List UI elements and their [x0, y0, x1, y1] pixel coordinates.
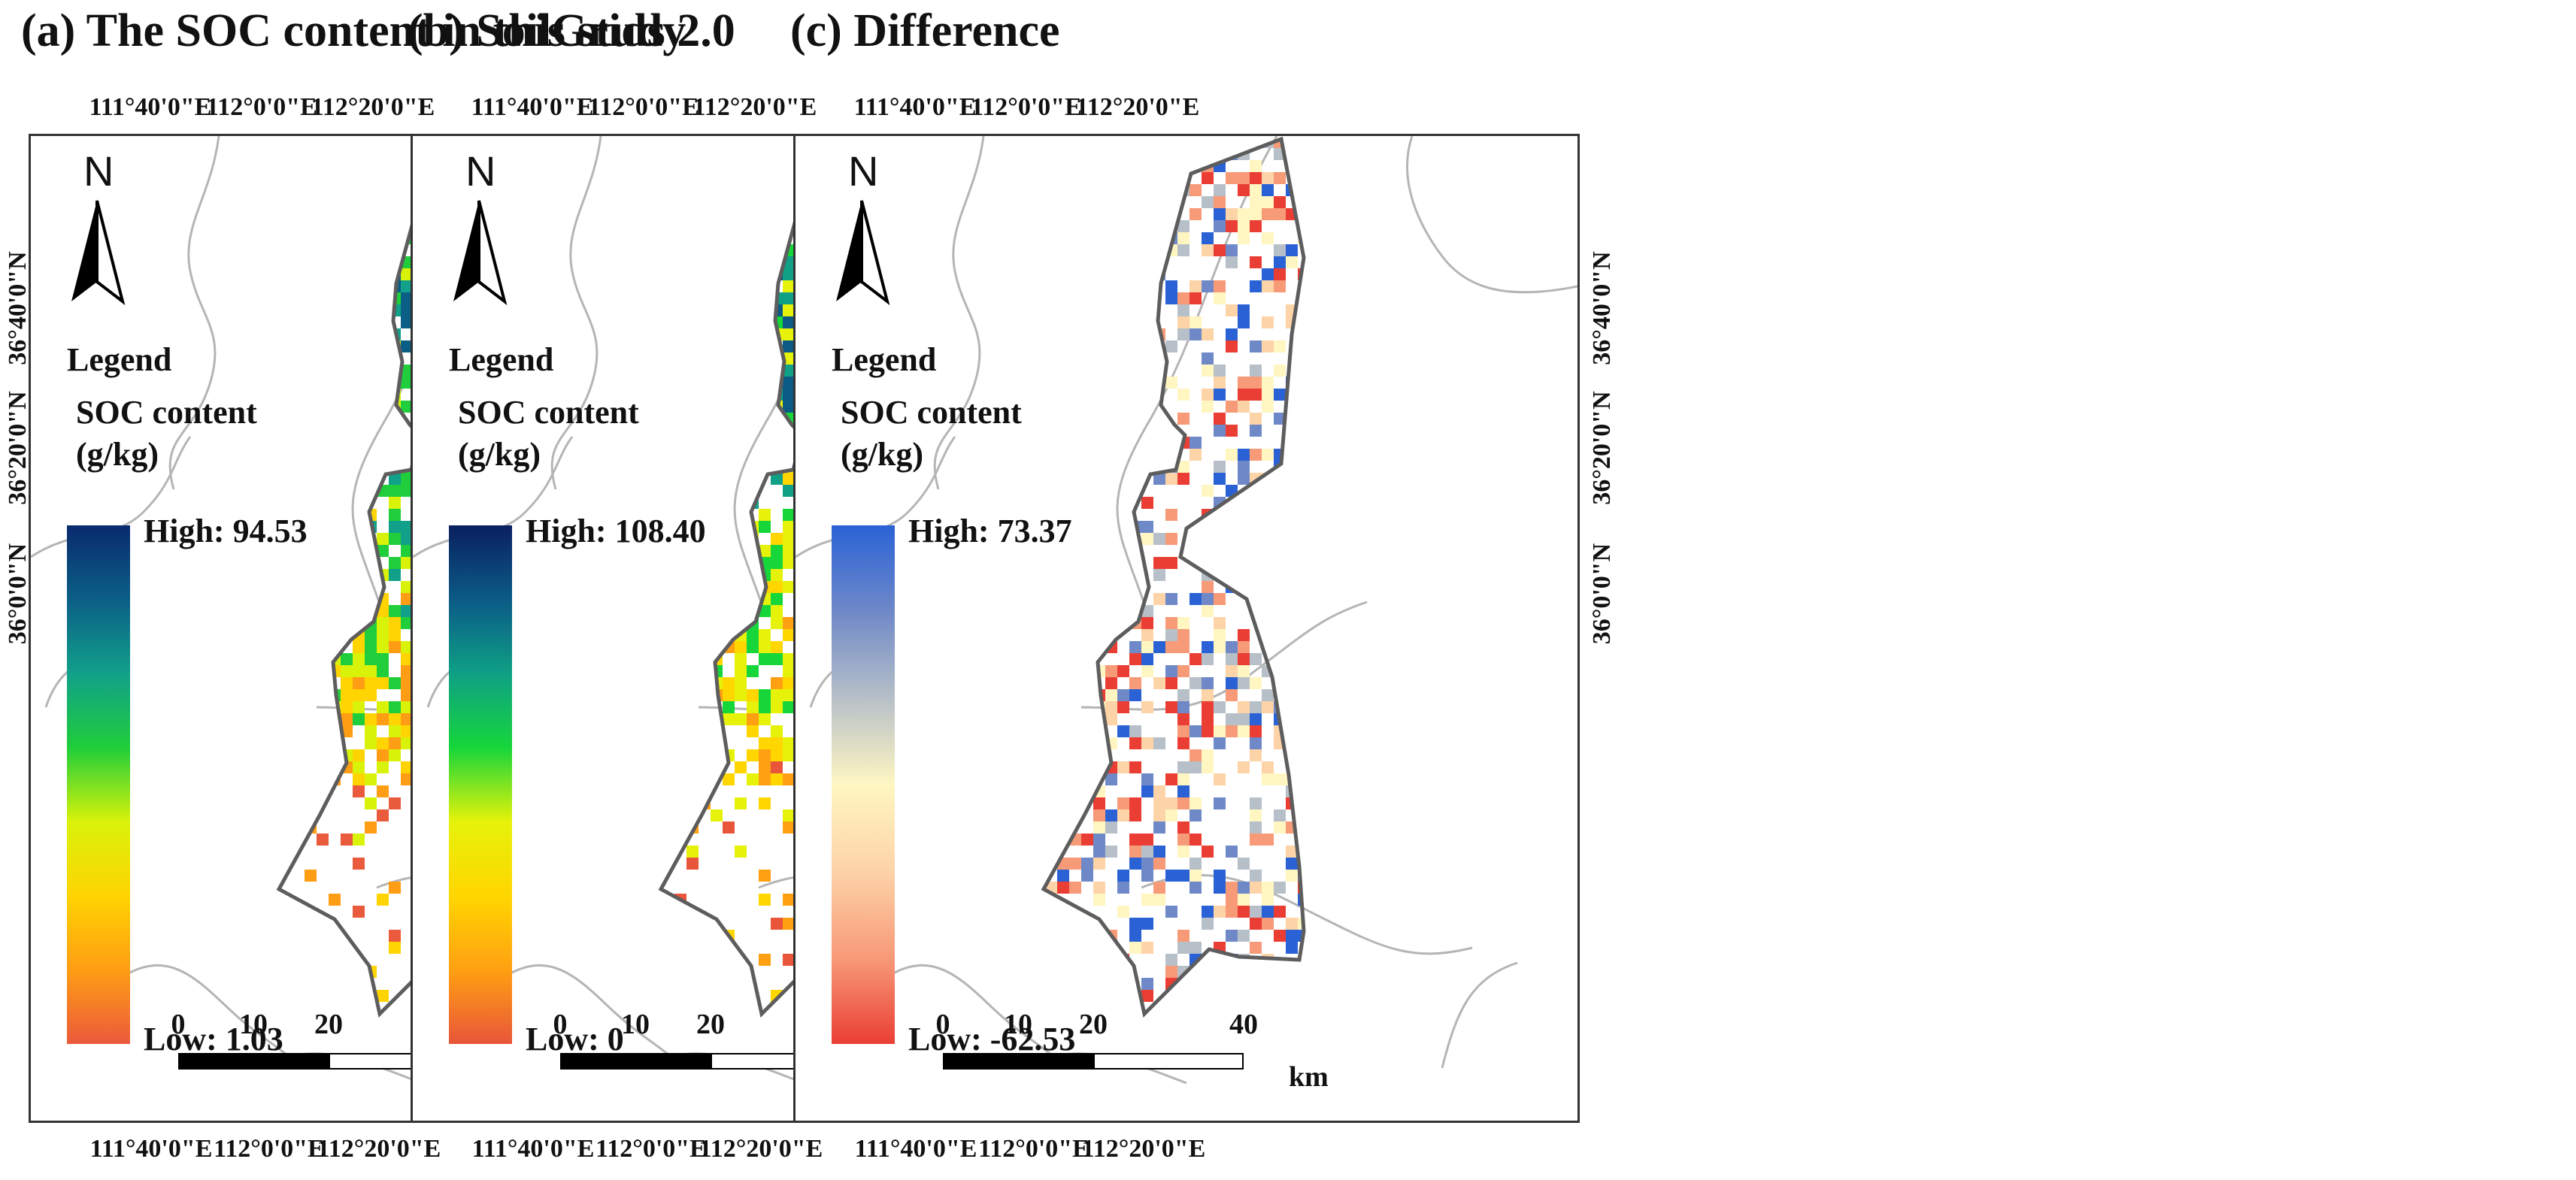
scale-bar: 0 10 20 40 km	[936, 1008, 1334, 1093]
longitude-label-bottom: 112°20'0"E	[317, 1135, 441, 1163]
scale-tick-label: 20	[314, 1009, 343, 1040]
panel-title: (a) The SOC content in this study	[21, 5, 686, 56]
scale-segment-black	[943, 1053, 1093, 1070]
legend-title: Legend	[67, 341, 172, 378]
legend-variable: SOC content	[458, 394, 639, 431]
longitude-label-bottom: 112°0'0"E	[978, 1135, 1089, 1163]
legend-unit: (g/kg)	[458, 436, 541, 473]
scale-tick-label: 20	[696, 1009, 725, 1040]
legend-unit: (g/kg)	[841, 436, 923, 473]
scale-tick-label: 0	[935, 1009, 950, 1040]
legend-title: Legend	[832, 341, 937, 378]
scale-segment-black	[178, 1053, 329, 1070]
longitude-label-top: 112°20'0"E	[1075, 93, 1200, 121]
legend-low-label: Low: 0	[526, 1021, 624, 1057]
legend-title: Legend	[449, 341, 554, 378]
legend-high-label: High: 94.53	[144, 513, 308, 549]
legend-subtitle: SOC content (g/kg)	[76, 392, 257, 476]
raster-layer	[1044, 139, 1304, 1014]
north-arrow-icon	[836, 200, 890, 306]
color-ramp	[449, 525, 512, 1044]
legend-variable: SOC content	[76, 394, 257, 431]
north-label: N	[848, 147, 879, 195]
scale-tick-label: 40	[1229, 1009, 1258, 1040]
latitude-label-right: 36°40'0"N	[1588, 251, 1616, 365]
longitude-label-top: 112°20'0"E	[311, 93, 435, 121]
panel-title: (b) SoilGrids 2.0	[408, 5, 735, 56]
map-frame: N Legend SOC content (g/kg) High: 73.37 Low: …	[793, 134, 1580, 1123]
longitude-label-top: 112°20'0"E	[692, 93, 817, 121]
longitude-label-bottom: 112°0'0"E	[214, 1135, 325, 1163]
longitude-label-bottom: 111°40'0"E	[471, 1135, 595, 1163]
longitude-label-top: 112°0'0"E	[971, 93, 1082, 121]
scale-segment-white	[1093, 1053, 1244, 1070]
scale-tick-label: 0	[553, 1009, 568, 1040]
longitude-label-top: 111°40'0"E	[471, 93, 594, 121]
legend-subtitle: SOC content (g/kg)	[841, 392, 1022, 476]
north-label: N	[465, 147, 496, 195]
panel-title: (c) Difference	[790, 5, 1060, 56]
longitude-label-top: 112°0'0"E	[206, 93, 317, 121]
longitude-label-bottom: 112°20'0"E	[1081, 1135, 1206, 1163]
legend-low-label: Low: 1.03	[144, 1021, 283, 1057]
north-label: N	[83, 147, 114, 195]
scale-tick-label: 10	[621, 1009, 650, 1040]
latitude-label-right: 36°0'0"N	[1588, 543, 1616, 645]
longitude-label-bottom: 112°20'0"E	[699, 1135, 823, 1163]
latitude-label-right: 36°20'0"N	[1588, 391, 1616, 505]
scale-tick-label: 10	[1004, 1009, 1032, 1040]
longitude-label-bottom: 112°0'0"E	[596, 1135, 707, 1163]
legend-variable: SOC content	[841, 394, 1022, 431]
scale-unit: km	[1289, 1061, 1329, 1093]
study-area-map	[796, 136, 1577, 1085]
longitude-label-bottom: 111°40'0"E	[854, 1135, 977, 1163]
longitude-label-top: 111°40'0"E	[853, 93, 977, 121]
longitude-label-top: 111°40'0"E	[89, 93, 212, 121]
legend-high-label: High: 108.40	[526, 513, 706, 549]
scale-segment-black	[560, 1053, 711, 1070]
north-arrow-icon	[71, 200, 126, 306]
map-panel-3: (c) Difference 111°40'0"E 112°0'0"E 112°20'…	[790, 0, 1626, 1180]
color-ramp	[832, 525, 895, 1044]
longitude-label-bottom: 111°40'0"E	[89, 1135, 213, 1163]
legend-low-label: Low: -62.53	[908, 1021, 1076, 1057]
legend-unit: (g/kg)	[76, 436, 159, 473]
legend-high-label: High: 73.37	[908, 513, 1072, 549]
longitude-label-top: 112°0'0"E	[588, 93, 699, 121]
study-area-outline	[1041, 136, 1306, 1018]
scale-tick-label: 10	[239, 1009, 268, 1040]
legend-subtitle: SOC content (g/kg)	[458, 392, 639, 476]
scale-tick-label: 20	[1079, 1009, 1108, 1040]
north-arrow-icon	[453, 200, 508, 306]
color-ramp	[67, 525, 130, 1044]
scale-tick-label: 0	[171, 1009, 186, 1040]
